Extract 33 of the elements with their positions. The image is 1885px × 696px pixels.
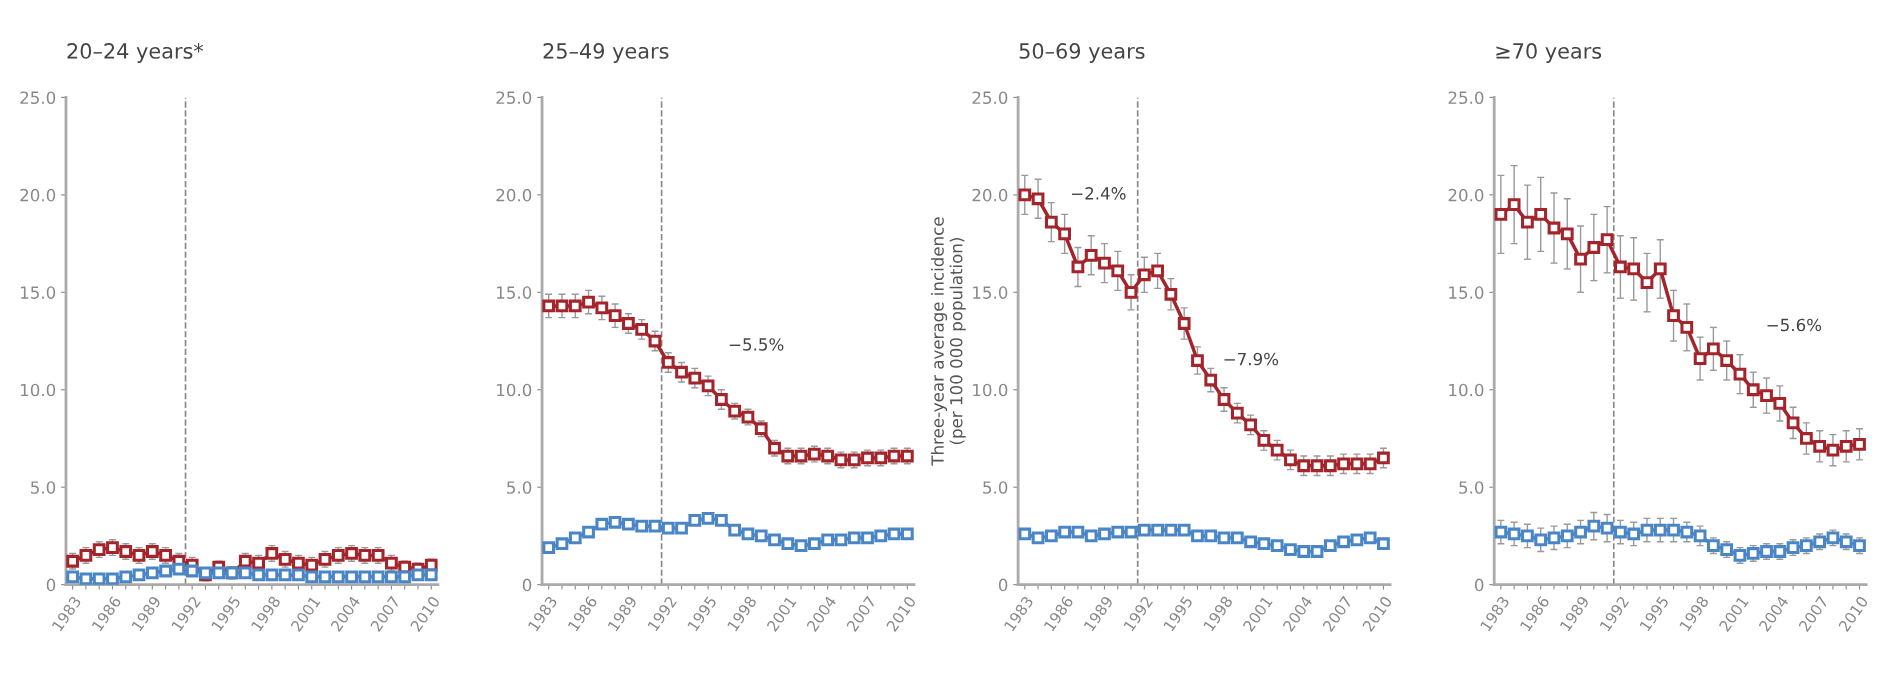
y-tick-label: 5.0 <box>507 481 532 494</box>
y-tick-label: 15.0 <box>1449 286 1484 299</box>
y-tick-label: 5.0 <box>983 481 1008 494</box>
y-tick-label: 10.0 <box>973 383 1008 397</box>
y-tick-label: 20.0 <box>1448 188 1484 202</box>
y-tick-label: 20.0 <box>496 188 532 202</box>
y-tick-label: 0 <box>998 578 1008 592</box>
y-tick-label: 25.0 <box>496 91 532 105</box>
y-tick-label: 15.0 <box>973 286 1008 299</box>
y-tick-label: 20.0 <box>20 188 56 202</box>
chart-title: 25–49 years <box>543 43 669 63</box>
chart-title: ≥70 years <box>1496 43 1602 63</box>
y-tick-label: 20.0 <box>972 188 1008 202</box>
annotation: −7.9% <box>1224 352 1279 366</box>
y-tick-label: 5.0 <box>1459 481 1484 494</box>
annotation: −5.6% <box>1767 318 1822 332</box>
annotation: −2.4% <box>1071 187 1126 200</box>
y-tick-label: 15.0 <box>497 286 532 299</box>
chart-title: 50–69 years <box>1019 43 1145 63</box>
y-tick-label: 15.0 <box>20 286 56 299</box>
y-tick-label: 10.0 <box>20 383 56 397</box>
y-tick-label: 0 <box>1474 578 1484 592</box>
y-tick-label: 0 <box>46 578 56 592</box>
y-axis-title: Three-year average incidence (per 100 000 population) <box>930 217 966 466</box>
annotation: −5.5% <box>729 338 784 351</box>
y-tick-label: 25.0 <box>972 91 1008 105</box>
y-tick-label: 10.0 <box>1449 383 1484 397</box>
y-tick-label: 0 <box>522 578 532 592</box>
chart-title: 20–24 years* <box>67 43 204 63</box>
y-tick-label: 5.0 <box>31 481 56 494</box>
y-tick-label: 25.0 <box>20 91 56 105</box>
y-tick-label: 25.0 <box>1448 91 1484 105</box>
y-tick-label: 10.0 <box>497 383 532 397</box>
